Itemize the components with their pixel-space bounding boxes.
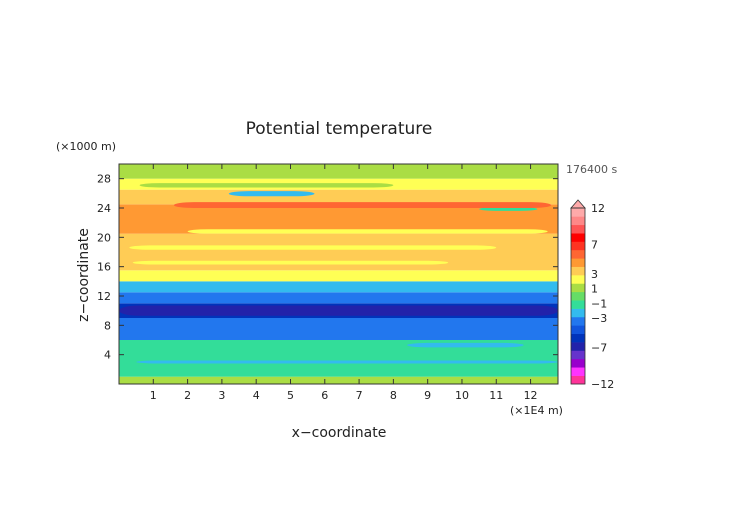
y-tick-label: 8: [104, 319, 111, 332]
colorbar-swatch: [571, 375, 585, 385]
x-tick-label: 8: [390, 389, 397, 402]
colorbar-arrow: [570, 199, 586, 209]
contour-band: [119, 318, 558, 340]
contour-band: [119, 270, 558, 282]
colorbar-swatch: [571, 342, 585, 351]
colorbar-swatch: [571, 291, 585, 301]
x-tick-label: 7: [356, 389, 363, 402]
contour-feature: [139, 183, 394, 188]
y-tick-label: 4: [104, 349, 111, 362]
x-axis-label: x−coordinate: [292, 425, 387, 441]
contour-feature: [132, 260, 449, 265]
y-tick-label: 16: [97, 261, 111, 274]
x-tick-label: 12: [524, 389, 538, 402]
x-tick-label: 2: [184, 389, 191, 402]
colorbar-swatch: [571, 249, 585, 259]
contour-feature: [228, 191, 315, 197]
colorbar-label: −1: [591, 297, 607, 310]
contour-band: [119, 233, 558, 271]
colorbar-swatch: [571, 283, 585, 293]
contour-band: [119, 164, 558, 179]
y-tick-label: 20: [97, 231, 111, 244]
colorbar-swatch: [571, 233, 585, 242]
colorbar-label: 3: [591, 268, 598, 281]
contour-feature: [173, 202, 552, 208]
x-axis-unit: (×1E4 m): [510, 404, 563, 417]
contour-feature: [187, 229, 548, 234]
colorbar-label: 12: [591, 202, 605, 215]
x-tick-label: 4: [253, 389, 260, 402]
colorbar-swatch: [571, 258, 585, 267]
colorbar-swatch: [571, 333, 585, 343]
contour-feature: [136, 360, 558, 364]
colorbar-swatch: [571, 308, 585, 318]
x-tick-label: 11: [489, 389, 503, 402]
x-tick-label: 5: [287, 389, 294, 402]
time-label: 176400 s: [566, 163, 617, 176]
y-tick-label: 12: [97, 290, 111, 303]
colorbar-label: −12: [591, 378, 614, 391]
plot-area: [118, 163, 559, 385]
contour-band: [119, 376, 558, 384]
contour-feature: [119, 305, 558, 316]
plot-frame: [118, 163, 559, 385]
x-tick-label: 9: [424, 389, 431, 402]
x-tick-label: 6: [321, 389, 328, 402]
colorbar-label: −7: [591, 341, 607, 354]
colorbar: 12 7 3 1−1 −3 −7 −12: [570, 199, 614, 391]
colorbar-swatch: [571, 224, 585, 234]
colorbar-frame: [570, 207, 586, 385]
x-axis-ticks: 1 2 3 4 5 6 7 8 9 10 11 12: [150, 164, 538, 402]
colorbar-label: −3: [591, 312, 607, 325]
colorbar-swatch: [571, 275, 585, 284]
y-axis-unit: (×1000 m): [56, 140, 116, 153]
y-axis-label: z−coordinate: [76, 228, 92, 322]
contour-band: [119, 292, 558, 304]
colorbar-swatch: [571, 316, 585, 326]
colorbar-swatch: [571, 266, 585, 276]
colorbar-label: 1: [591, 283, 598, 296]
colorbar-swatch: [571, 367, 585, 376]
colorbar-label: 7: [591, 239, 598, 252]
colorbar-swatch: [571, 208, 585, 217]
colorbar-swatch: [571, 216, 585, 226]
colorbar-swatch: [571, 358, 585, 368]
y-axis-ticks: 4 8 12 16 20 24 28: [97, 173, 558, 362]
colorbar-swatch: [571, 300, 585, 309]
x-tick-label: 3: [218, 389, 225, 402]
contour-feature: [479, 207, 538, 211]
contour-feature: [129, 245, 497, 250]
colorbar-swatch: [571, 325, 585, 335]
contour-band: [119, 189, 558, 205]
y-tick-label: 28: [97, 173, 111, 186]
y-tick-label: 24: [97, 202, 111, 215]
contour-band: [119, 281, 558, 293]
x-tick-label: 10: [455, 389, 469, 402]
contour-feature: [407, 342, 524, 348]
colorbar-swatch: [571, 241, 585, 251]
chart-title: Potential temperature: [246, 119, 433, 139]
colorbar-swatch: [571, 350, 585, 360]
x-tick-label: 1: [150, 389, 157, 402]
